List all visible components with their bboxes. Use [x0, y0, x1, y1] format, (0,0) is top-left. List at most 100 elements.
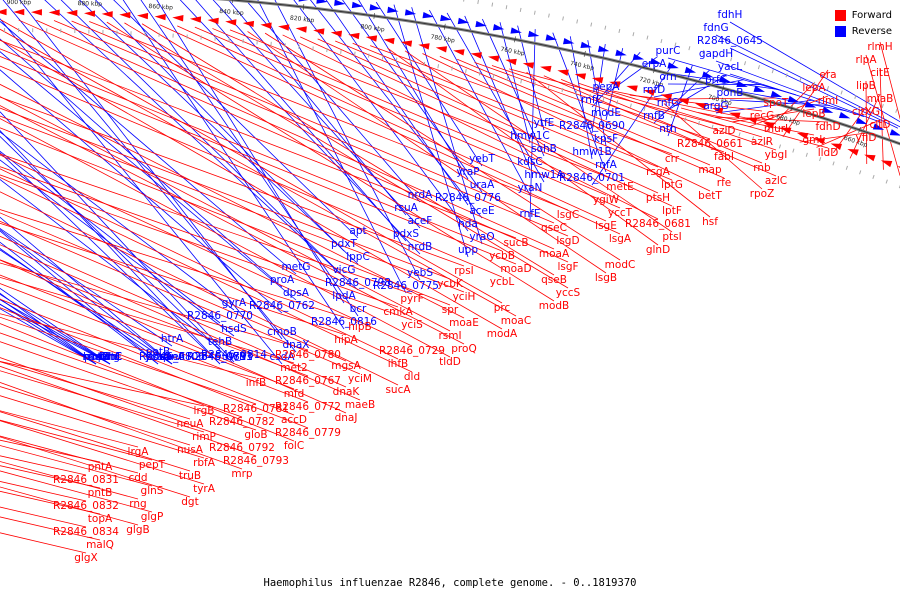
forward-gene-arrow	[0, 8, 7, 16]
track-dash	[724, 128, 728, 133]
track-dash	[632, 32, 635, 37]
track-dash	[561, 87, 564, 92]
gene-leader-line	[0, 274, 295, 390]
gene-leader-lines	[0, 0, 900, 554]
genome-backbone	[213, 0, 900, 146]
forward-gene-arrow	[505, 58, 517, 66]
forward-gene-label: lrgA	[128, 446, 150, 458]
gene-leader-line	[446, 12, 545, 183]
forward-gene-arrow	[453, 49, 465, 56]
forward-gene-arrow	[48, 9, 60, 16]
reverse-gene-label: sanA	[159, 351, 186, 363]
forward-gene-label: sucA	[385, 384, 411, 396]
reverse-gene-label: nth	[659, 123, 676, 135]
track-dash	[859, 170, 862, 175]
gene-leader-line	[0, 111, 235, 363]
forward-gene-label: R2846_0834	[53, 526, 119, 538]
forward-gene-label: pyrF	[400, 293, 423, 305]
track-dash	[547, 84, 550, 90]
scale-tick-label: 820 kbp	[290, 15, 315, 25]
gene-leader-line	[698, 112, 815, 136]
forward-gene-label: R2846_0781	[223, 403, 289, 415]
gene-leader-line	[0, 130, 221, 365]
reverse-gene-arrow	[701, 71, 714, 78]
forward-gene-label: lsgE	[595, 220, 617, 232]
reverse-gene-arrow	[736, 80, 748, 87]
gene-leader-line	[36, 19, 555, 250]
reverse-gene-arrow	[889, 129, 900, 136]
gene-leader-line	[89, 21, 569, 211]
track-dash	[548, 13, 550, 18]
reverse-gene-label: yebT	[469, 153, 495, 165]
gene-leader-line	[0, 69, 283, 314]
track-dash	[730, 57, 733, 62]
track-dash	[423, 61, 426, 66]
forward-gene-label: lsgA	[609, 233, 632, 245]
gene-leader-line	[474, 61, 725, 153]
track-dash	[340, 49, 342, 54]
forward-gene-arrow	[83, 10, 96, 17]
gene-leader-line	[0, 298, 295, 416]
track-dash	[674, 42, 677, 47]
gene-leader-line	[0, 105, 465, 345]
reverse-gene-label: proA	[270, 274, 295, 286]
gene-leader-line	[0, 313, 257, 379]
forward-gene-label: lsgD	[556, 235, 579, 247]
gene-leader-line	[729, 99, 830, 106]
gene-leader-line	[0, 212, 347, 362]
track-dash	[588, 93, 591, 99]
forward-gene-label: lldD	[818, 147, 839, 159]
scale-tick-label: 760 kbp	[500, 46, 526, 58]
reverse-gene-arrow	[580, 41, 592, 48]
gene-leader-line	[0, 262, 309, 351]
gene-leader-line	[0, 38, 283, 288]
reverse-gene-label: potA	[146, 351, 171, 363]
reverse-gene-arrow	[369, 4, 381, 11]
forward-gene-label: crr	[665, 153, 680, 165]
forward-gene-label: rnb	[753, 162, 771, 174]
gene-leader-line	[0, 235, 347, 388]
forward-gene-label: murI	[764, 123, 788, 135]
reverse-gene-label: rnc	[88, 351, 105, 363]
track-dash	[765, 140, 768, 145]
forward-gene-label: era	[819, 69, 836, 81]
forward-gene-label: hipA	[334, 334, 358, 346]
track-dash	[602, 97, 605, 102]
gene-leader-line	[247, 31, 607, 274]
reverse-gene-arrow	[334, 0, 346, 6]
forward-gene-arrow	[796, 132, 809, 140]
forward-gene-label: tldD	[439, 356, 461, 368]
reverse-gene-label: prfC	[705, 74, 727, 86]
gene-leader-line	[667, 65, 693, 137]
forward-gene-label: mrp	[231, 468, 253, 480]
gene-leader-line	[681, 107, 829, 149]
legend-forward-label: Forward	[851, 9, 892, 21]
forward-gene-arrow	[626, 85, 638, 92]
gene-leader-line	[0, 361, 191, 420]
track-dash	[604, 25, 607, 30]
track-dash	[534, 82, 536, 87]
reverse-gene-arrow	[770, 90, 783, 97]
reverse-gene-label: orn	[659, 71, 676, 83]
gene-leader-line	[94, 0, 345, 252]
forward-gene-label: rsmI	[438, 330, 461, 342]
forward-gene-label: yciH	[453, 291, 476, 303]
reverse-gene-arrow	[527, 30, 540, 38]
forward-gene-label: lptF	[662, 205, 682, 217]
gene-leader-line	[422, 53, 711, 192]
forward-gene-arrow	[746, 117, 758, 124]
forward-gene-label: R2846_0681	[625, 218, 691, 230]
forward-gene-label: neuA	[177, 418, 205, 430]
gene-leader-line	[0, 229, 173, 365]
forward-gene-label: R2846_0661	[677, 138, 743, 150]
reverse-gene-label: ponB	[717, 87, 744, 99]
gene-leader-line	[782, 69, 829, 138]
forward-gene-arrow	[779, 127, 792, 134]
gene-leader-line	[0, 20, 297, 275]
legend-reverse-label: Reverse	[851, 25, 892, 37]
forward-gene-arrow	[609, 81, 621, 88]
track-dash	[629, 103, 632, 108]
forward-gene-arrow	[763, 122, 775, 129]
gene-leader-line	[44, 0, 359, 291]
